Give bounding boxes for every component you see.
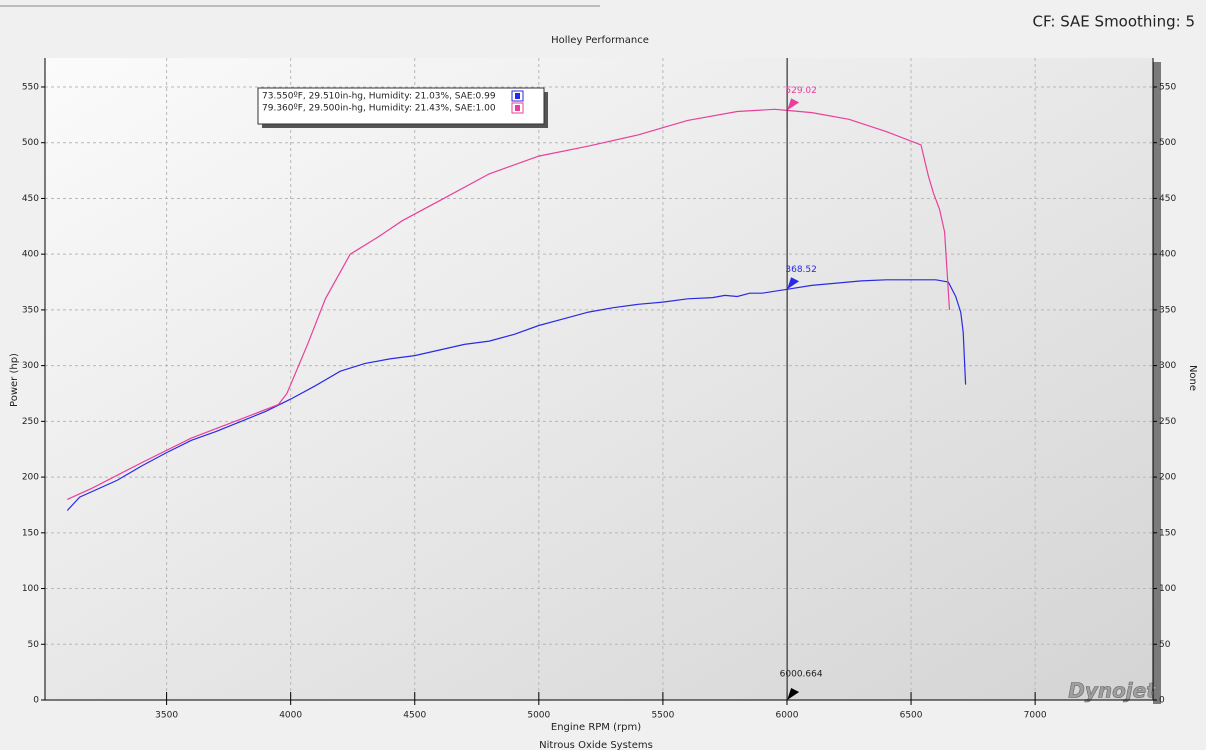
x-tick-label: 6500 bbox=[900, 711, 923, 721]
y2-tick-label: 500 bbox=[1159, 138, 1176, 148]
x-tick-label: 3500 bbox=[155, 711, 178, 721]
x-tick-label: 5000 bbox=[527, 711, 550, 721]
cursor-value-label: 368.52 bbox=[785, 265, 817, 275]
y-tick-label: 300 bbox=[22, 361, 39, 371]
y2-axis-label: None bbox=[1187, 365, 1198, 391]
x-tick-label: 6000 bbox=[776, 711, 799, 721]
y2-tick-label: 250 bbox=[1159, 417, 1176, 427]
plot-area bbox=[45, 58, 1153, 700]
legend-box bbox=[257, 87, 545, 125]
y-axis-label: Power (hp) bbox=[9, 353, 20, 407]
y-tick-label: 250 bbox=[22, 417, 39, 427]
y2-tick-label: 300 bbox=[1159, 361, 1176, 371]
x-tick-label: 4000 bbox=[279, 711, 302, 721]
chart-title: Holley Performance bbox=[551, 35, 649, 46]
legend-label: 79.360ºF, 29.500in-hg, Humidity: 21.43%,… bbox=[262, 104, 496, 114]
legend-swatch bbox=[515, 105, 520, 111]
y-tick-label: 150 bbox=[22, 528, 39, 538]
y-tick-label: 500 bbox=[22, 138, 39, 148]
y2-tick-label: 100 bbox=[1159, 584, 1176, 594]
y-tick-label: 350 bbox=[22, 305, 39, 315]
cursor-marker bbox=[787, 277, 800, 290]
y2-tick-label: 400 bbox=[1159, 250, 1176, 260]
legend-label: 73.550ºF, 29.510in-hg, Humidity: 21.03%,… bbox=[262, 92, 496, 102]
cursor-arrow bbox=[787, 688, 800, 700]
y-tick-label: 450 bbox=[22, 194, 39, 204]
x-tick-label: 4500 bbox=[403, 711, 426, 721]
corner-note: CF: SAE Smoothing: 5 bbox=[1032, 13, 1195, 31]
cursor-label: 6000.664 bbox=[780, 670, 823, 680]
x-axis-label: Engine RPM (rpm) bbox=[551, 722, 641, 733]
plot-shadow bbox=[1153, 62, 1161, 704]
y-tick-label: 200 bbox=[22, 473, 39, 483]
cursor-marker bbox=[787, 98, 800, 111]
y-tick-label: 550 bbox=[22, 82, 39, 92]
x-tick-label: 5500 bbox=[651, 711, 674, 721]
cursor-value-label: 529.02 bbox=[785, 86, 817, 96]
y-tick-label: 400 bbox=[22, 250, 39, 260]
y2-tick-label: 50 bbox=[1159, 640, 1171, 650]
series-line bbox=[67, 108, 951, 500]
logo: Dynojet bbox=[1068, 679, 1157, 703]
y-tick-label: 0 bbox=[33, 696, 39, 706]
series-line bbox=[66, 279, 967, 511]
legend: 73.550ºF, 29.510in-hg, Humidity: 21.03%,… bbox=[257, 87, 548, 128]
y-tick-label: 50 bbox=[28, 640, 40, 650]
y2-tick-label: 150 bbox=[1159, 528, 1176, 538]
footer: Nitrous Oxide Systems bbox=[539, 740, 653, 750]
legend-swatch bbox=[515, 93, 520, 99]
plot: 0 0 50 50 100 100 150 150 200 200 250 250 300 300 350 3… bbox=[22, 58, 1176, 721]
x-tick-label: 7000 bbox=[1024, 711, 1047, 721]
y2-tick-label: 0 bbox=[1159, 696, 1165, 706]
y2-tick-label: 350 bbox=[1159, 305, 1176, 315]
y2-tick-label: 550 bbox=[1159, 82, 1176, 92]
y2-tick-label: 450 bbox=[1159, 194, 1176, 204]
y2-tick-label: 200 bbox=[1159, 473, 1176, 483]
y-tick-label: 100 bbox=[22, 584, 39, 594]
